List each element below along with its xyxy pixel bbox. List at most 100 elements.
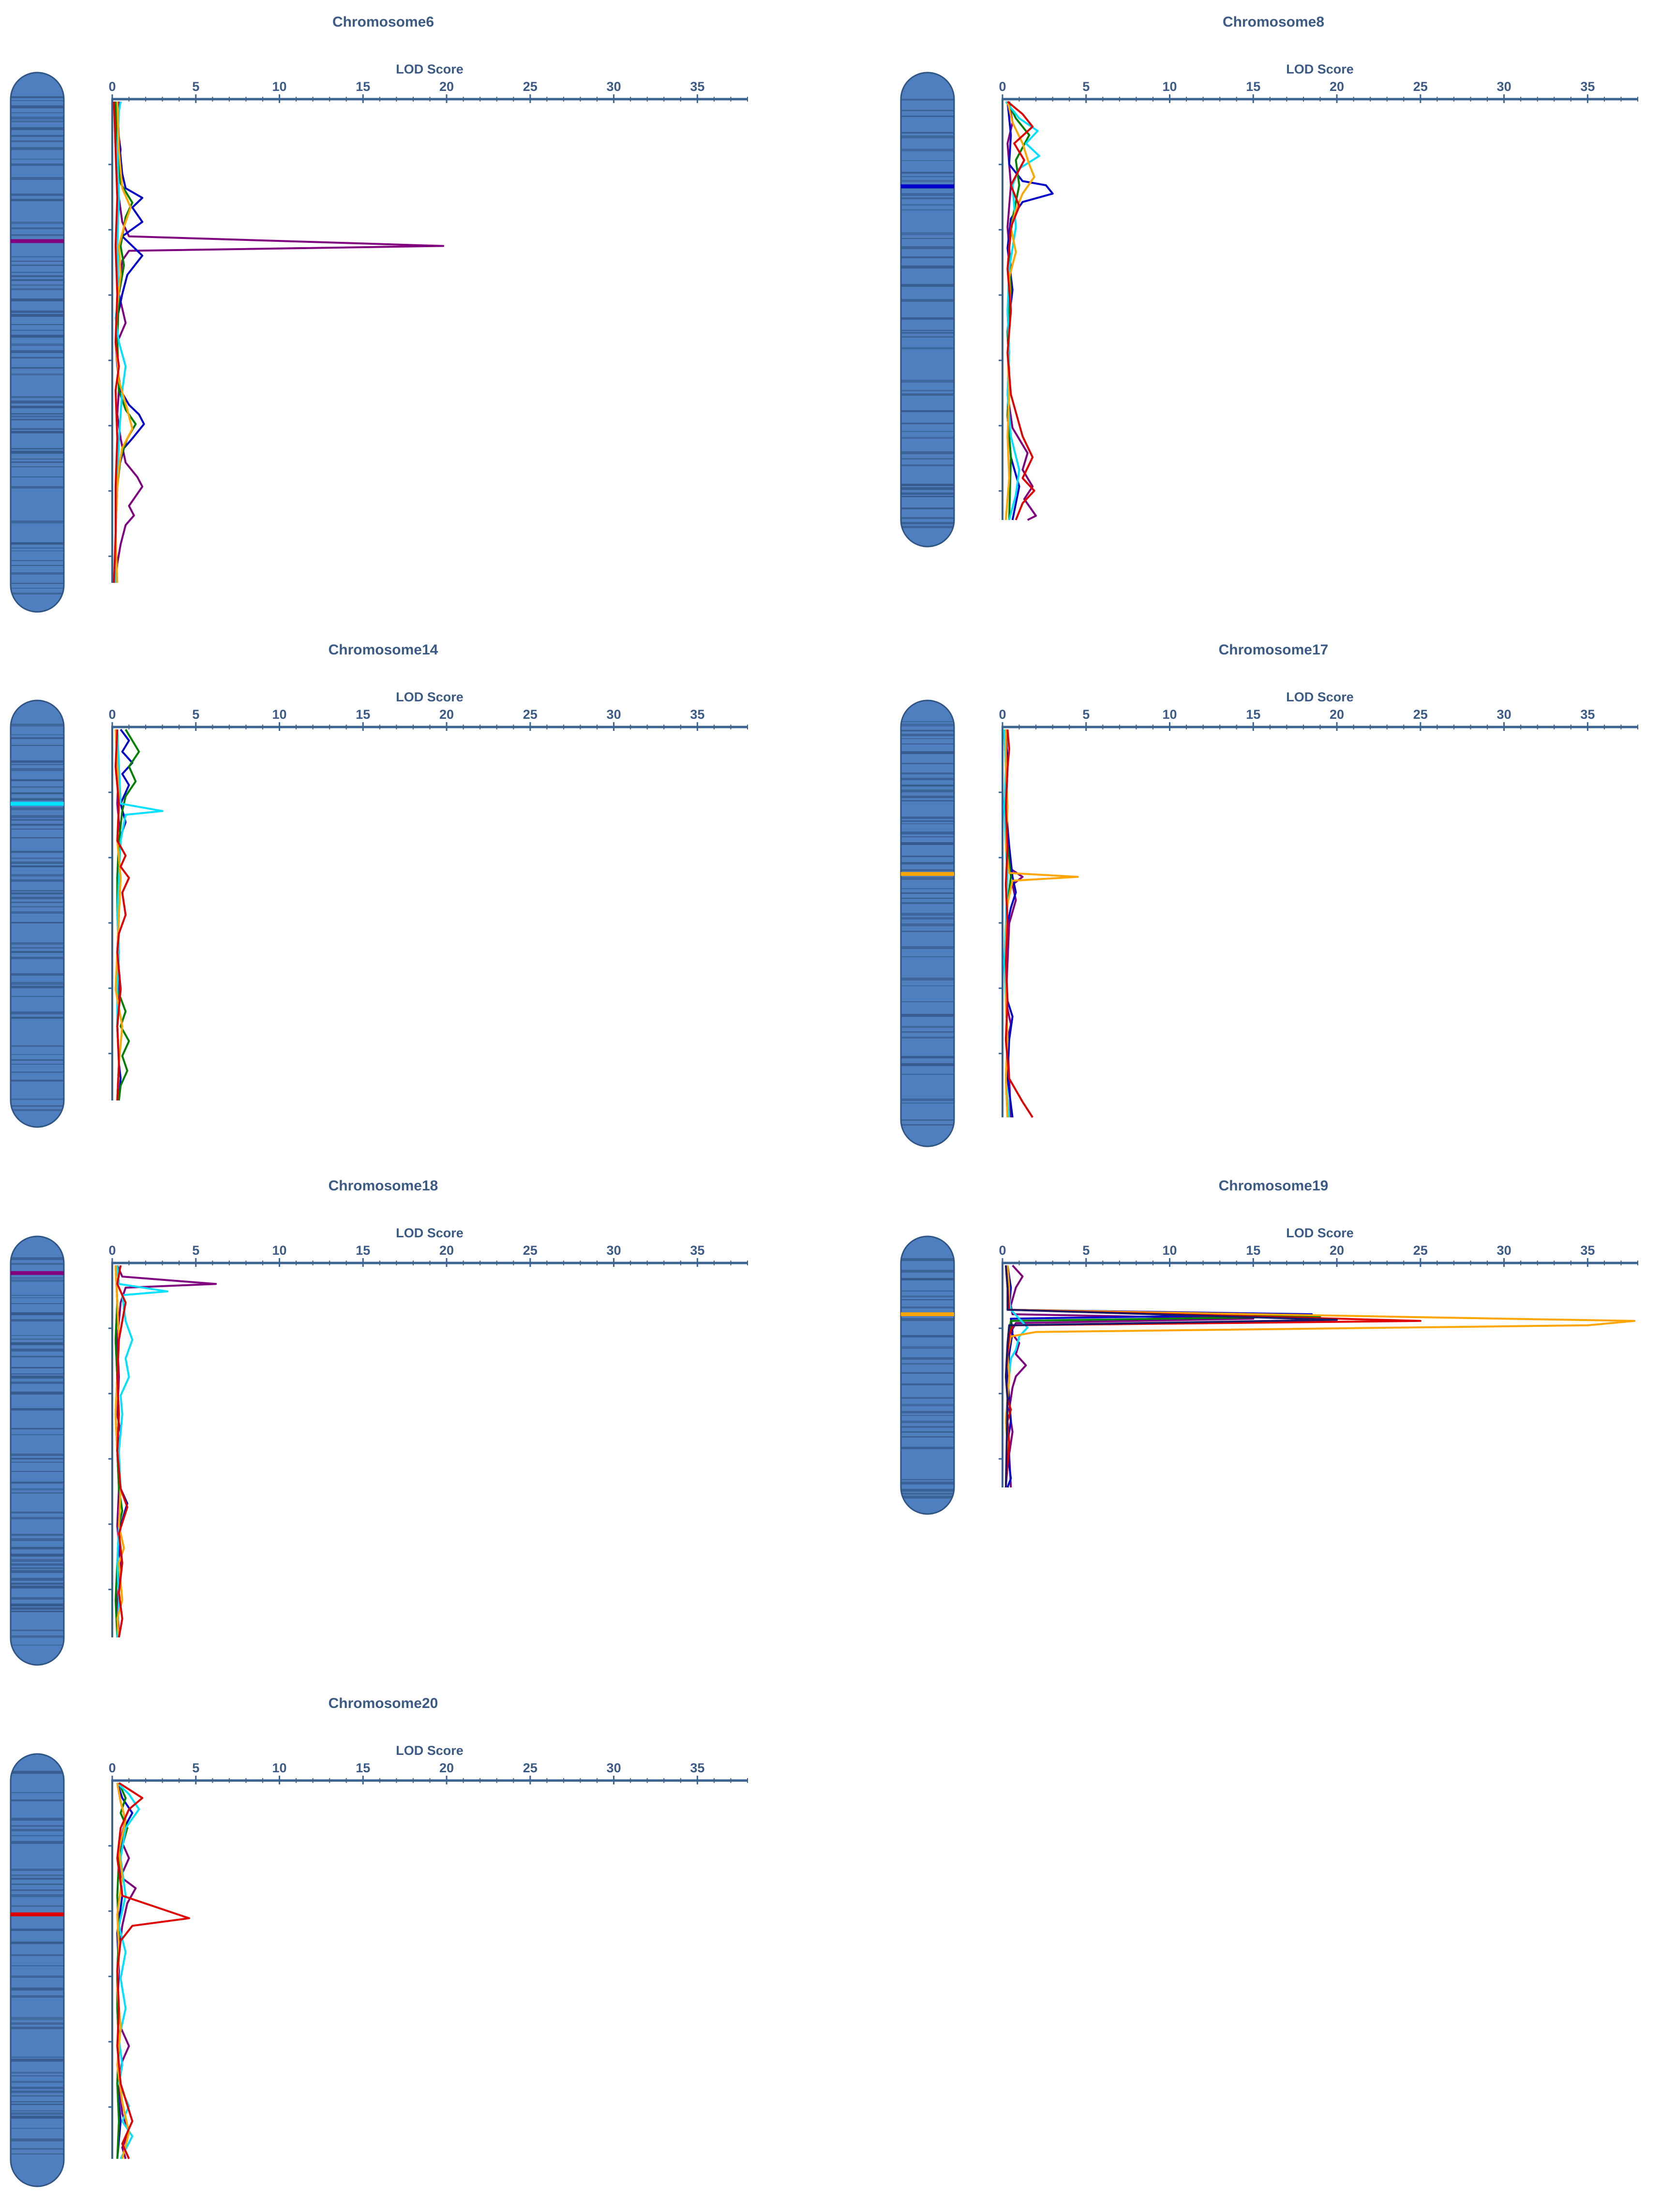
chromosome-band [901,317,954,320]
chromosome-band [11,311,64,313]
chromosome-band [11,861,64,864]
chromosome-band [11,957,64,959]
chromosome-band [11,1583,64,1585]
chromosome-band [11,298,64,301]
chromosome-band [11,760,64,763]
chromosome-band [901,1001,954,1002]
chromosome-band [901,836,954,837]
chromosome-band [11,1045,64,1047]
chromosome-band [11,1338,64,1340]
chromosome-band [11,163,64,166]
chromosome-body [11,1754,64,2186]
chromosome-band [901,721,954,722]
chromosome-band [11,419,64,420]
chromosome-band [901,132,954,134]
chromosome-band [901,284,954,287]
chromosome-band [11,1381,64,1384]
chromosome-band [901,1479,954,1480]
x-tick-label: 10 [272,707,287,722]
chromosome-band [11,105,64,108]
chromosome-band [11,824,64,826]
chromosome-band [11,1319,64,1321]
chromosome-band [11,1894,64,1897]
panel-chromosome8: Chromosome8 LOD Score 0 5 10 15 20 25 30 35 [900,14,1638,548]
chromosome-band [901,393,954,396]
chromosome-band [11,117,64,119]
chromosome-band [11,324,64,325]
chromosome-band [901,116,954,117]
chromosome-band [11,807,64,810]
x-tick-label: 30 [607,1243,621,1258]
chromosome-band [901,978,954,980]
chromosome-band [901,1299,954,1300]
chromosome-band [901,1397,954,1399]
x-tick-label: 0 [108,79,116,94]
chromosome-band [901,487,954,490]
chromosome-bands [11,1771,64,2154]
chromosome-ideogram [10,72,65,613]
chromosome-band [901,869,954,871]
chromosome-band [11,815,64,818]
chromosome-band [901,751,954,754]
chromosome-band [11,1563,64,1566]
chromosome-band [11,1597,64,1600]
chromosome-band [11,486,64,489]
chromosome-band [901,160,954,161]
chromosome-band [11,1109,64,1111]
chromosome-band [11,1942,64,1944]
chromosome-band [901,347,954,349]
chromosome-band [11,1884,64,1885]
x-tick-label: 5 [192,79,199,94]
chromosome-outline [900,699,955,1147]
chromosome-band [11,951,64,953]
chromosome-band [901,1404,954,1406]
chromosome-band [11,858,64,859]
x-tick-label: 25 [523,79,538,94]
x-tick-label: 25 [523,1761,538,1775]
panel-chromosome18: Chromosome18 LOD Score 0 5 10 15 20 25 30 35 [10,1178,748,1666]
chromosome-peak-marker [11,239,64,243]
chromosome-band [901,238,954,239]
chart-title: Chromosome18 [329,1178,438,1194]
chromosome-band [11,890,64,891]
chromosome-band [901,1074,954,1075]
chromosome-band [901,390,954,391]
chromosome-band [11,1630,64,1631]
chromosome-band [11,401,64,403]
chromosome-band [901,1099,954,1101]
chromosome-band [901,1346,954,1349]
chromosome-band [901,817,954,819]
chromosome-band [11,942,64,945]
chromosome-ideogram [900,699,955,1147]
chromosome-band [11,1263,64,1265]
chromosome-band [901,823,954,824]
chromosome-band [11,583,64,584]
chromosome-band [11,413,64,415]
chromosome-band [11,1488,64,1490]
chromosome-band [11,459,64,460]
chromosome-band [901,209,954,210]
chart-title: Chromosome6 [332,14,434,30]
chromosome-band [901,1014,954,1017]
chromosome-band [11,1905,64,1907]
chromosome-outline [10,72,65,613]
chromosome-band [901,330,954,331]
x-tick-label: 25 [523,1243,538,1258]
chart-title: Chromosome19 [1219,1178,1329,1194]
chromosome-band [901,246,954,249]
chromosome-band [11,1869,64,1871]
chromosome-band [11,2153,64,2154]
chromosome-band [11,897,64,899]
chromosome-band [11,1835,64,1836]
x-axis-label: LOD Score [396,1743,464,1758]
lod-series-line [1004,1265,1636,1488]
chromosome-band [901,458,954,460]
x-tick-label: 0 [999,1243,1006,1258]
chromosome-band [901,831,954,834]
chromosome-band [901,796,954,798]
lod-series-line [113,101,120,583]
chromosome-band [11,1995,64,1998]
x-tick-label: 15 [356,79,370,94]
chromosome-band [11,1482,64,1484]
x-tick-label: 30 [1497,79,1511,94]
